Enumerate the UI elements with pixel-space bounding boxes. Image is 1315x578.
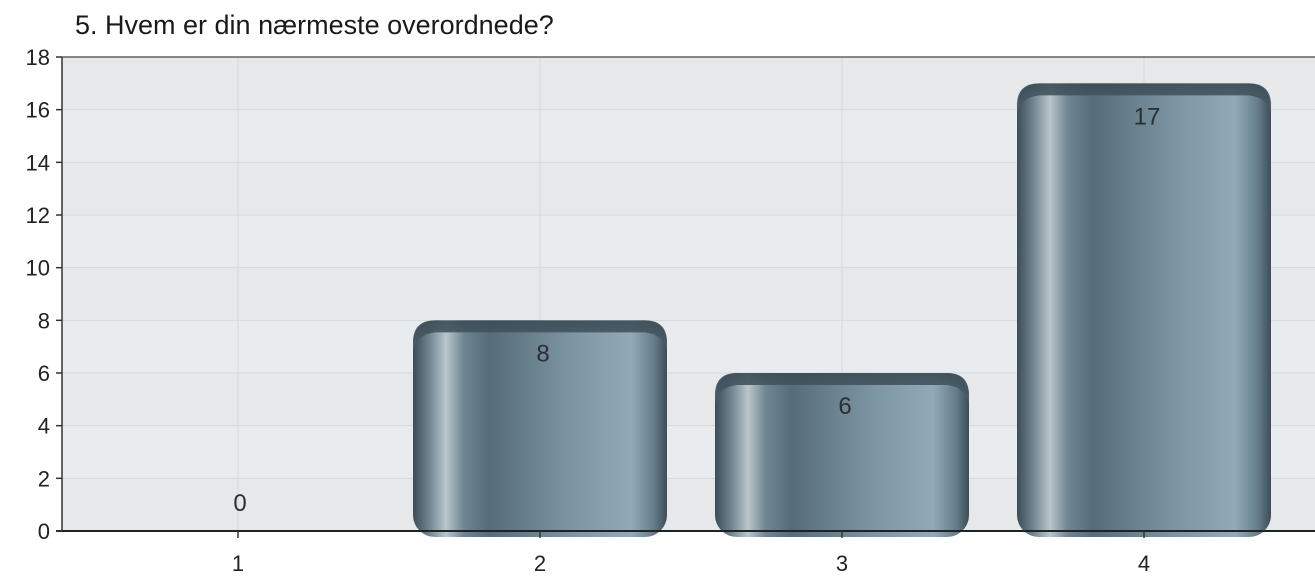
x-tick-label: 1: [232, 551, 244, 576]
bars: [413, 83, 1271, 537]
y-tick-label: 0: [38, 519, 50, 544]
data-label: 0: [233, 490, 246, 517]
bar: [1017, 83, 1271, 537]
y-tick-label: 14: [26, 150, 50, 175]
bar-cap: [715, 373, 969, 403]
y-tick-label: 6: [38, 361, 50, 386]
data-label: 17: [1134, 103, 1161, 130]
data-label: 8: [536, 340, 549, 367]
chart-title: 5. Hvem er din nærmeste overordnede?: [75, 10, 554, 40]
y-tick-label: 18: [26, 45, 50, 70]
bar: [413, 320, 667, 537]
y-tick-label: 12: [26, 203, 50, 228]
y-tick-label: 8: [38, 308, 50, 333]
bar: [715, 373, 969, 537]
axes: [56, 56, 1315, 532]
data-label: 6: [838, 393, 851, 420]
x-axis-ticks: 1 2 3 4: [232, 531, 1150, 576]
data-labels: 0 8 6 17: [233, 103, 1160, 517]
y-tick-label: 16: [26, 98, 50, 123]
y-axis-ticks: 0 2 4 6 8 10 12 14 16 18: [26, 45, 62, 544]
y-tick-label: 10: [26, 256, 50, 281]
bar-cap: [413, 320, 667, 351]
bar-cap: [1017, 83, 1271, 114]
x-tick-label: 4: [1138, 551, 1150, 576]
x-tick-label: 2: [534, 551, 546, 576]
x-tick-label: 3: [836, 551, 848, 576]
y-tick-label: 2: [38, 466, 50, 491]
y-tick-label: 4: [38, 414, 50, 439]
